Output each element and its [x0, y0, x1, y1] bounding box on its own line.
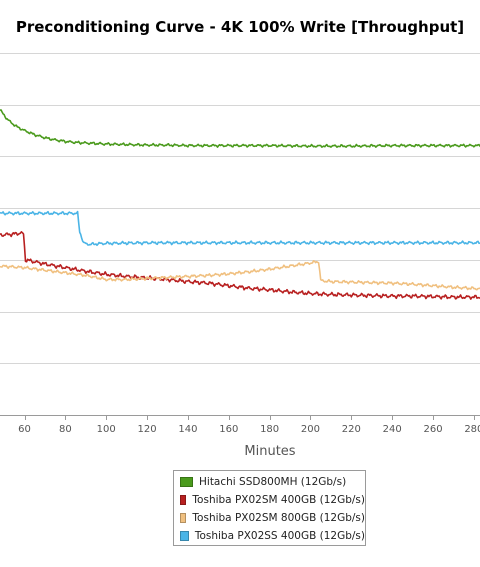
- legend-entry-1: Toshiba PX02SM 400GB (12Gb/s): [180, 491, 365, 509]
- x-axis-label: Minutes: [244, 444, 295, 459]
- legend-label-1: Toshiba PX02SM 400GB (12Gb/s): [192, 494, 365, 506]
- series-line-1: [0, 231, 480, 300]
- x-tick-label-5: 160: [219, 424, 238, 435]
- series-line-2: [0, 260, 480, 291]
- x-tick-label-6: 180: [260, 424, 279, 435]
- series-line-0: [0, 109, 480, 148]
- legend-entry-2: Toshiba PX02SM 800GB (12Gb/s): [180, 509, 365, 527]
- x-tick-label-1: 80: [59, 424, 72, 435]
- legend-swatch-3: [180, 531, 189, 541]
- legend: Hitachi SSD800MH (12Gb/s) Toshiba PX02SM …: [173, 470, 366, 546]
- legend-label-2: Toshiba PX02SM 800GB (12Gb/s): [192, 512, 365, 524]
- legend-label-0: Hitachi SSD800MH (12Gb/s): [199, 476, 347, 488]
- legend-swatch-0: [180, 477, 193, 487]
- series-lines: [0, 109, 480, 300]
- x-tick-label-10: 260: [423, 424, 442, 435]
- x-tick-label-2: 100: [97, 424, 116, 435]
- legend-entry-0: Hitachi SSD800MH (12Gb/s): [180, 473, 365, 491]
- chart-title: Preconditioning Curve - 4K 100% Write [T…: [15, 18, 465, 36]
- x-tick-label-8: 220: [342, 424, 361, 435]
- legend-swatch-1: [180, 495, 187, 505]
- legend-label-3: Toshiba PX02SS 400GB (12Gb/s): [194, 530, 365, 542]
- x-tick-label-3: 120: [138, 424, 157, 435]
- x-tick-label-4: 140: [178, 424, 197, 435]
- series-line-3: [0, 210, 480, 247]
- x-axis: 60 80 100 120 140 160 180 200 220 240 260 280: [0, 415, 480, 435]
- legend-entry-3: Toshiba PX02SS 400GB (12Gb/s): [180, 527, 365, 545]
- gridlines: [0, 53, 480, 364]
- x-tick-label-7: 200: [301, 424, 320, 435]
- x-tick-label-9: 240: [383, 424, 402, 435]
- x-tick-label-0: 60: [18, 424, 31, 435]
- x-tick-label-11: 280: [464, 424, 480, 435]
- legend-swatch-2: [180, 513, 187, 523]
